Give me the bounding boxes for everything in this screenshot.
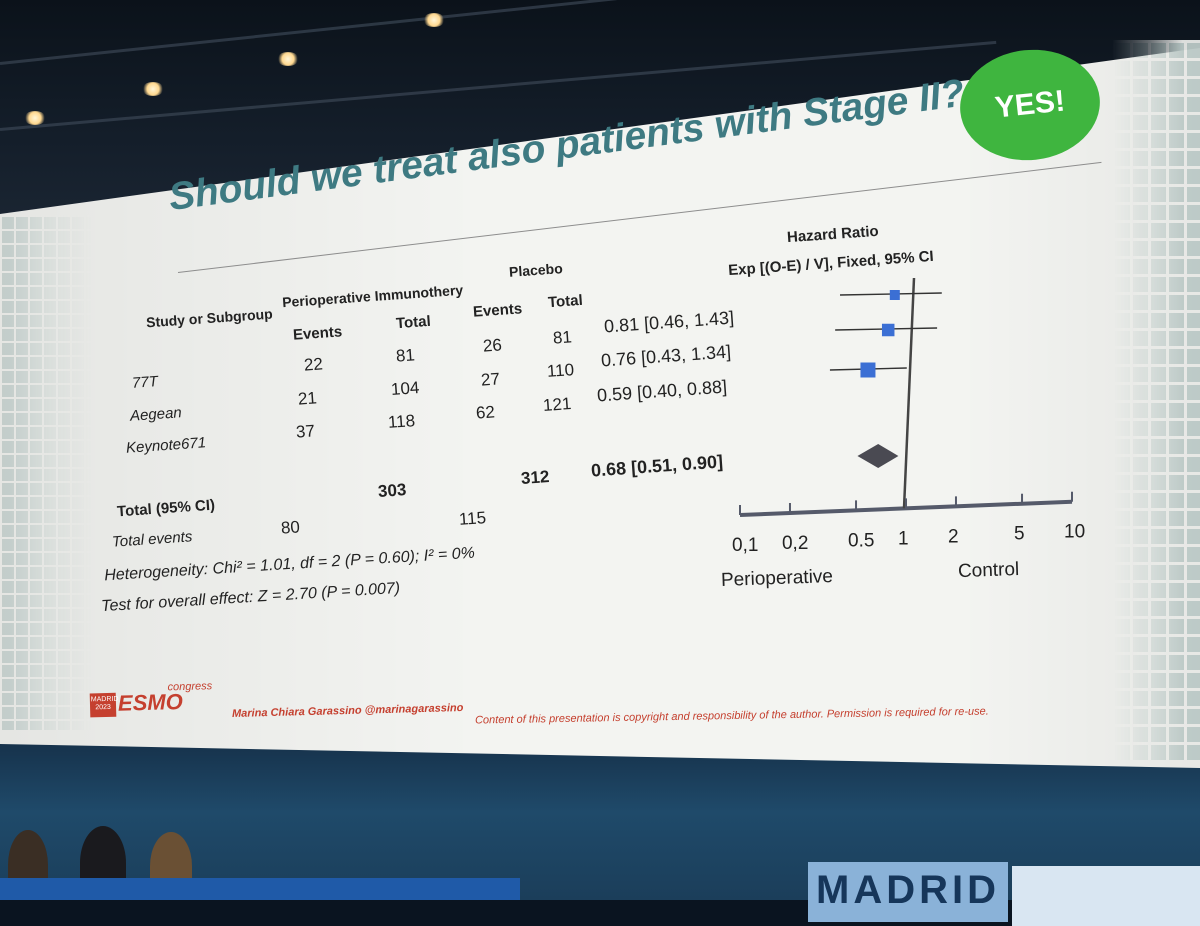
row-1-events2: 26 — [482, 335, 503, 356]
row-3-total1: 118 — [387, 411, 416, 432]
slide-decoration-right — [1112, 40, 1200, 760]
row-3-total2: 121 — [542, 394, 572, 415]
forest-plot: 0,1 0,2 0.5 1 2 5 10 — [732, 277, 1085, 556]
stage-spotlight — [277, 52, 299, 66]
x-tick-label: 1 — [898, 528, 909, 549]
row-2-total1: 104 — [390, 378, 420, 399]
venue-sign: MADRID — [808, 862, 1008, 922]
study-marker — [889, 290, 900, 300]
header-events2: Events — [472, 300, 523, 321]
row-3-events1: 37 — [295, 421, 316, 442]
slide-decoration-left — [0, 215, 92, 730]
x-tick-label: 0,1 — [732, 535, 758, 556]
logo-city: MADRID 2023 — [89, 692, 119, 718]
esmo-logo: MADRID 2023 ESMO congress — [89, 680, 212, 720]
x-tick-label: 0.5 — [848, 530, 874, 551]
axis-right-label: Control — [957, 558, 1020, 583]
row-1-events1: 22 — [303, 354, 324, 375]
total-total1: 303 — [377, 480, 407, 501]
study-marker — [860, 362, 876, 378]
x-tick-label: 2 — [948, 526, 959, 547]
row-1-total1: 81 — [395, 345, 416, 366]
row-1-study: 77T — [131, 373, 159, 392]
x-tick-label: 5 — [1014, 524, 1025, 545]
null-line — [902, 277, 916, 509]
pooled-diamond — [857, 444, 899, 468]
row-2-study: Aegean — [129, 404, 183, 425]
stage-spotlight — [423, 13, 445, 27]
row-3-events2: 62 — [475, 402, 496, 423]
stage-spotlight — [142, 82, 164, 96]
stage-spotlight — [24, 111, 46, 125]
row-2-events1: 21 — [297, 388, 318, 409]
header-total1: Total — [395, 312, 432, 333]
venue-sign-panel — [1012, 866, 1200, 926]
x-tick-label: 10 — [1064, 522, 1085, 543]
study-marker — [881, 323, 895, 337]
panel-table — [0, 878, 520, 900]
row-1-total2: 81 — [552, 327, 573, 348]
row-2-total2: 110 — [546, 360, 575, 381]
total-events2: 115 — [458, 508, 487, 529]
header-total2: Total — [547, 291, 584, 312]
total-total2: 312 — [520, 467, 550, 488]
x-tick-label: 0,2 — [782, 533, 808, 554]
header-events1: Events — [292, 323, 343, 344]
total-events1: 80 — [280, 517, 301, 538]
row-2-events2: 27 — [480, 369, 501, 390]
logo-congress: congress — [167, 680, 213, 694]
axis-left-label: Perioperative — [720, 566, 834, 591]
